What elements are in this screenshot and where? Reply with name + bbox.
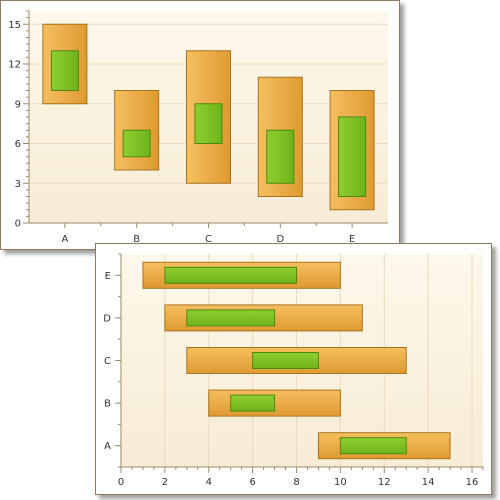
x-tick-label: 10: [334, 477, 347, 488]
range-bar-inner: [230, 394, 276, 412]
x-tick-label: 16: [466, 477, 479, 488]
vertical-range-bar-chart: 0 3 6 9 12 15 A B C D E: [8, 10, 388, 245]
x-tick-label: 8: [293, 477, 299, 488]
y-tick-label: A: [104, 441, 111, 452]
x-tick-label: 14: [422, 477, 435, 488]
y-tick-label: 12: [8, 60, 21, 71]
horizontal-range-bar-chart: 0 2 4 6 8 10 12 14 16 A B C D E: [103, 253, 484, 488]
y-tick-label: 9: [15, 99, 21, 110]
range-bar-inner: [266, 129, 295, 184]
x-tick-label: E: [349, 234, 355, 245]
x-tick-label: D: [276, 234, 284, 245]
range-bar-inner: [164, 266, 298, 284]
y-tick-label: E: [105, 271, 111, 282]
x-tick-label: 6: [249, 477, 255, 488]
y-tick-label: D: [103, 313, 111, 324]
y-tick-label: 3: [15, 179, 21, 190]
x-tick-label: C: [205, 234, 212, 245]
y-tick-label: 6: [15, 139, 21, 150]
range-bar-inner: [338, 116, 367, 197]
x-tick-label: 0: [118, 477, 124, 488]
y-tick-label: C: [104, 356, 111, 367]
y-tick-label: 0: [15, 219, 21, 230]
y-tick-label: B: [104, 399, 111, 410]
y-tick-label: 15: [8, 20, 21, 31]
x-tick-label: 4: [206, 477, 212, 488]
bottom-chart-panel: 0 2 4 6 8 10 12 14 16 A B C D E: [95, 243, 492, 495]
top-chart-panel: 0 3 6 9 12 15 A B C D E: [0, 0, 400, 250]
range-bar-inner: [252, 352, 319, 369]
range-bar-inner: [194, 103, 223, 144]
range-bar-inner: [122, 129, 151, 158]
range-bar-inner: [186, 309, 276, 327]
x-tick-label: 2: [162, 477, 168, 488]
range-bar-inner: [50, 50, 79, 91]
range-bar-inner: [339, 437, 407, 455]
x-tick-label: A: [61, 234, 68, 245]
x-tick-label: B: [133, 234, 140, 245]
x-tick-label: 12: [378, 477, 391, 488]
